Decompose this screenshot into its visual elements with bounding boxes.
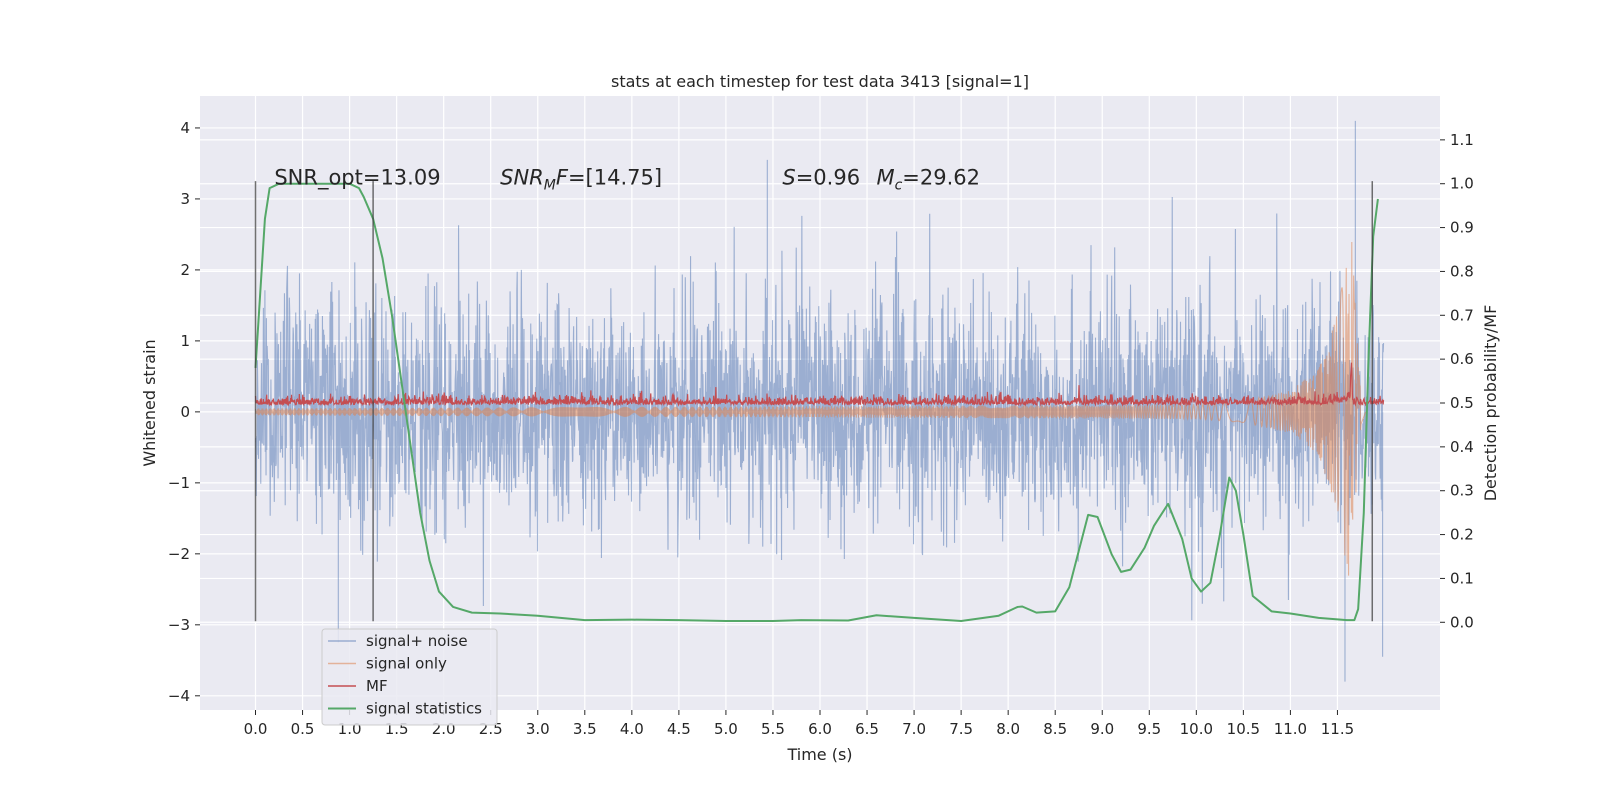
legend-entry: signal only: [366, 655, 447, 673]
y2-tick-label: 0.9: [1450, 219, 1474, 237]
y2-tick-label: 0.4: [1450, 438, 1474, 456]
x-tick-label: 7.5: [949, 720, 973, 738]
y-tick-label: 3: [180, 190, 190, 208]
x-tick-label: 8.0: [996, 720, 1020, 738]
x-tick-label: 7.0: [902, 720, 926, 738]
legend-box: [321, 628, 498, 726]
series-layer: [254, 120, 1385, 682]
y-tick-label: 4: [180, 119, 190, 137]
signal-statistics-line: [254, 182, 1379, 622]
x-tick-label: 9.0: [1090, 720, 1114, 738]
y2-tick-label: 0.8: [1450, 262, 1474, 280]
y-axis-label: Whitened strain: [140, 339, 159, 466]
y-tick-label: −3: [168, 616, 190, 634]
y2-tick-label: 0.3: [1450, 482, 1474, 500]
y-axis-ticks: 4 3 2 1 0 −1 −2 −3 −4: [168, 119, 200, 705]
y2-tick-label: 1.0: [1450, 175, 1474, 193]
x-tick-label: 6.0: [808, 720, 832, 738]
x-tick-label: 5.5: [761, 720, 785, 738]
x-tick-label: 10.0: [1180, 720, 1213, 738]
legend-entry: signal statistics: [366, 700, 482, 718]
y-tick-label: −2: [168, 545, 190, 563]
x-tick-label: 3.0: [526, 720, 550, 738]
x-tick-label: 4.0: [620, 720, 644, 738]
x-tick-label: 5.0: [714, 720, 738, 738]
x-tick-label: 3.5: [573, 720, 597, 738]
signal-only-line: [254, 241, 1367, 576]
y-tick-label: 0: [180, 403, 190, 421]
x-tick-label: 11.5: [1321, 720, 1354, 738]
y2-tick-label: 0.2: [1450, 526, 1474, 544]
y2-tick-label: 0.5: [1450, 394, 1474, 412]
annotation-text: SNR_opt=13.09: [274, 166, 440, 191]
y2-tick-label: 0.0: [1450, 613, 1474, 631]
legend-entry: MF: [366, 677, 388, 695]
legend: signal+ noise signal only MF signal statist…: [321, 628, 498, 726]
y2-tick-label: 0.7: [1450, 306, 1474, 324]
annotation-text: S=0.96: [782, 166, 860, 190]
annotation-text: Mc=29.62: [876, 166, 980, 194]
y-tick-label: 1: [180, 332, 190, 350]
annotations: SNR_opt=13.09 SNRMF=[14.75] S=0.96 Mc=29.62: [274, 166, 980, 194]
vertical-lines: [254, 181, 1374, 622]
x-tick-label: 10.5: [1227, 720, 1260, 738]
x-tick-label: 4.5: [667, 720, 691, 738]
x-tick-label: 11.0: [1274, 720, 1307, 738]
chart-title: stats at each timestep for test data 341…: [611, 72, 1029, 91]
y2-tick-label: 0.6: [1450, 350, 1474, 368]
annotation-text: SNRMF=[14.75]: [500, 166, 662, 194]
x-tick-label: 0.5: [291, 720, 315, 738]
x-tick-label: 0.0: [244, 720, 268, 738]
y-tick-label: 2: [180, 261, 190, 279]
x-tick-label: 9.5: [1137, 720, 1161, 738]
mf-line: [254, 362, 1385, 407]
y-tick-label: −1: [168, 474, 190, 492]
y2-tick-label: 1.1: [1450, 131, 1474, 149]
y-tick-label: −4: [168, 687, 190, 705]
y2-axis-label: Detection probability/MF: [1481, 305, 1500, 502]
x-axis-label: Time (s): [786, 745, 852, 764]
legend-entry: signal+ noise: [366, 632, 468, 650]
x-tick-label: 6.5: [855, 720, 879, 738]
x-tick-label: 8.5: [1043, 720, 1067, 738]
y2-axis-ticks: 1.1 1.0 0.9 0.8 0.7 0.6 0.5 0.4 0.3 0.2 0.1 0.0: [1440, 131, 1474, 631]
x-axis-ticks: 0.0 0.5 1.0 1.5 2.0 2.5 3.0 3.5 4.0 4.5 5.0 5.5 6.0 6…: [244, 710, 1354, 738]
y2-tick-label: 0.1: [1450, 569, 1474, 587]
